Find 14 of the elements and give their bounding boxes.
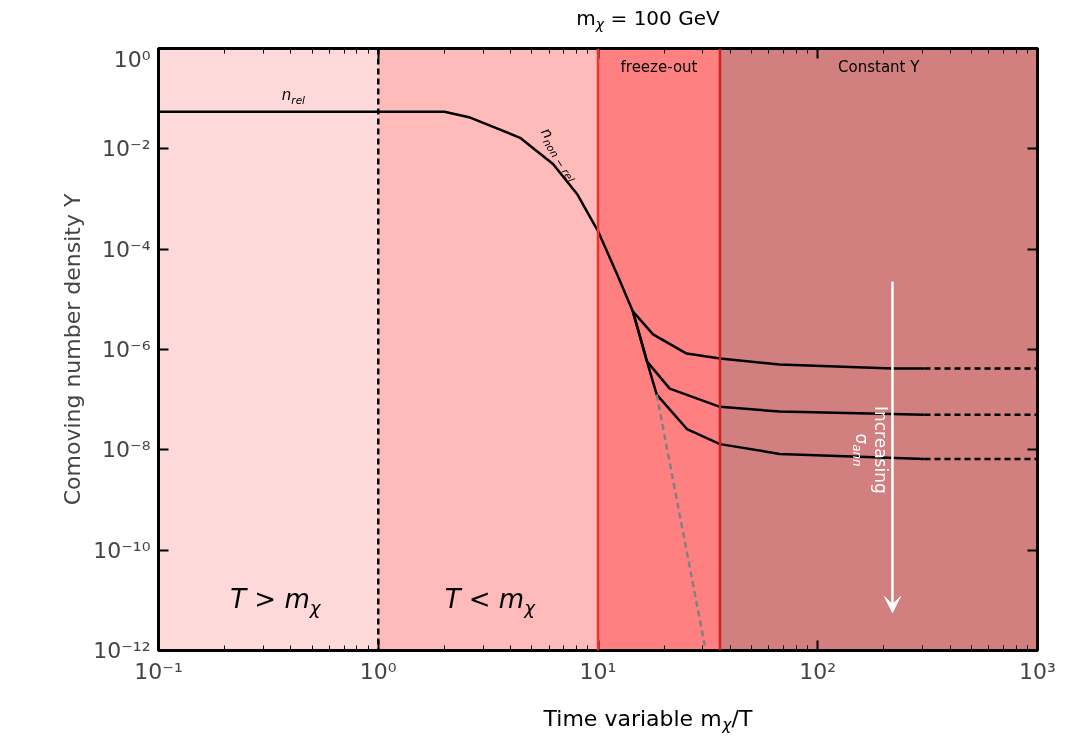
x-tick-label: 10⁰	[359, 658, 397, 684]
x-tick-label: 10³	[1019, 658, 1056, 684]
y-tick-label: 10⁻⁸	[102, 437, 151, 463]
band-label: Constant Y	[838, 57, 921, 76]
y-tick-label: 10⁻⁴	[102, 236, 151, 262]
y-tick-label: 10⁻⁶	[102, 337, 151, 362]
y-tick-label: 10⁰	[113, 46, 151, 72]
annotation: nnon − rel	[537, 124, 577, 185]
y-axis-title: Comoving number density Y	[60, 193, 86, 506]
band-label: freeze-out	[620, 57, 698, 76]
y-tick-label: 10⁻¹⁰	[93, 537, 151, 563]
x-tick-label: 10²	[799, 658, 837, 684]
x-tick-label: 10¹	[579, 658, 617, 684]
y-tick-label: 10⁻²	[102, 136, 151, 162]
